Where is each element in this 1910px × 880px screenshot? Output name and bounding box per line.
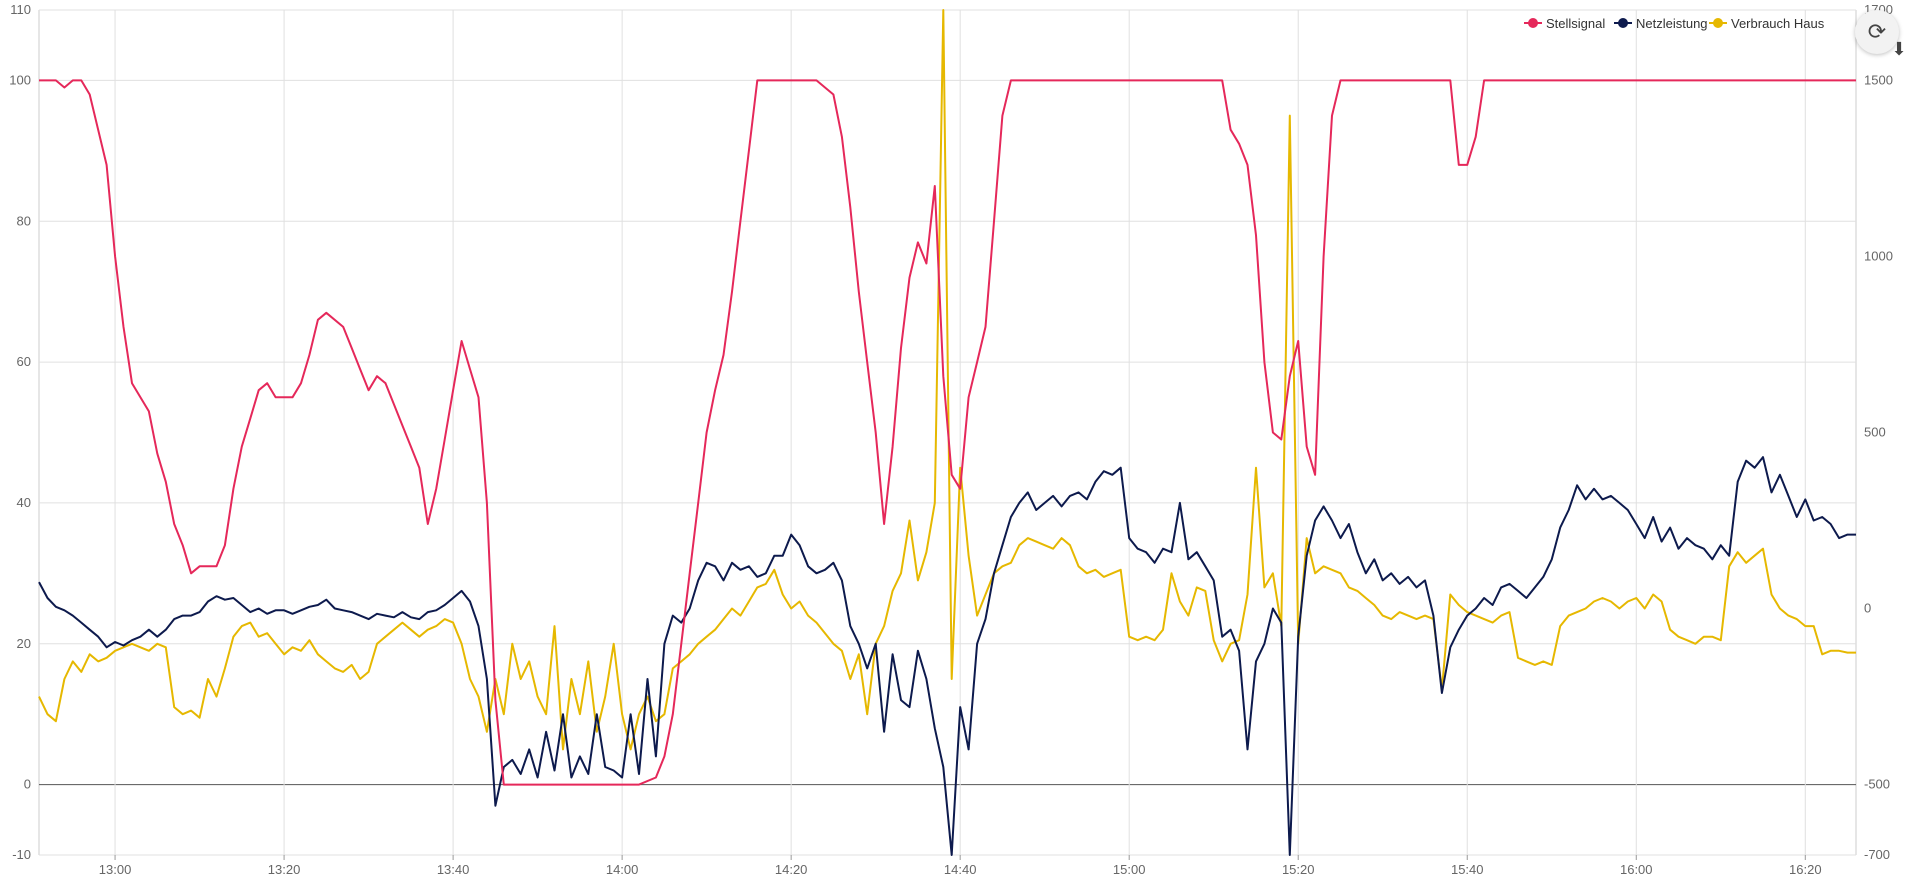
y-left-tick-label: 0 (24, 777, 31, 792)
series-line-stellsignal (39, 79, 1856, 786)
x-tick-label: 13:40 (437, 862, 470, 877)
y-right-tick-label: 1000 (1864, 248, 1893, 263)
axes: 110100806040200-101700150010005000-500-7… (9, 2, 1893, 877)
y-right-tick-label: 0 (1864, 601, 1871, 616)
x-tick-label: 16:20 (1789, 862, 1822, 877)
x-tick-label: 15:20 (1282, 862, 1315, 877)
y-right-tick-label: -500 (1864, 777, 1890, 792)
x-tick-label: 14:00 (606, 862, 639, 877)
x-tick-label: 14:40 (944, 862, 977, 877)
y-left-tick-label: -10 (12, 847, 31, 862)
y-right-tick-label: 500 (1864, 425, 1886, 440)
legend-label-verbrauch-haus: Verbrauch Haus (1731, 16, 1825, 31)
x-tick-label: 13:00 (99, 862, 132, 877)
y-left-tick-label: 80 (17, 213, 31, 228)
series-line-netzleistung (38, 456, 1856, 856)
y-left-tick-label: 60 (17, 354, 31, 369)
refresh-icon: ⟳ (1867, 19, 1887, 44)
x-tick-label: 16:00 (1620, 862, 1653, 877)
y-left-tick-label: 20 (17, 636, 31, 651)
download-button[interactable]: ⬇ (1888, 38, 1910, 60)
series-line-verbrauch-haus (38, 9, 1856, 751)
legend-marker-verbrauch-haus (1713, 18, 1723, 28)
y-right-tick-label: -700 (1864, 847, 1890, 862)
y-right-tick-label: 1500 (1864, 72, 1893, 87)
legend-marker-netzleistung (1618, 18, 1628, 28)
x-tick-label: 13:20 (268, 862, 301, 877)
legend-marker-stellsignal (1528, 18, 1538, 28)
y-left-tick-label: 110 (10, 2, 31, 17)
y-left-tick-label: 100 (9, 72, 31, 87)
x-tick-label: 14:20 (775, 862, 808, 877)
y-left-tick-label: 40 (17, 495, 31, 510)
series-layer (38, 9, 1856, 856)
x-tick-label: 15:00 (1113, 862, 1146, 877)
refresh-button[interactable]: ⟳ (1855, 10, 1899, 54)
legend-label-stellsignal: Stellsignal (1546, 16, 1605, 31)
legend: Stellsignal Netzleistung Verbrauch Haus (1524, 16, 1825, 31)
download-icon: ⬇ (1891, 38, 1907, 59)
x-tick-label: 15:40 (1451, 862, 1484, 877)
legend-label-netzleistung: Netzleistung (1636, 16, 1708, 31)
